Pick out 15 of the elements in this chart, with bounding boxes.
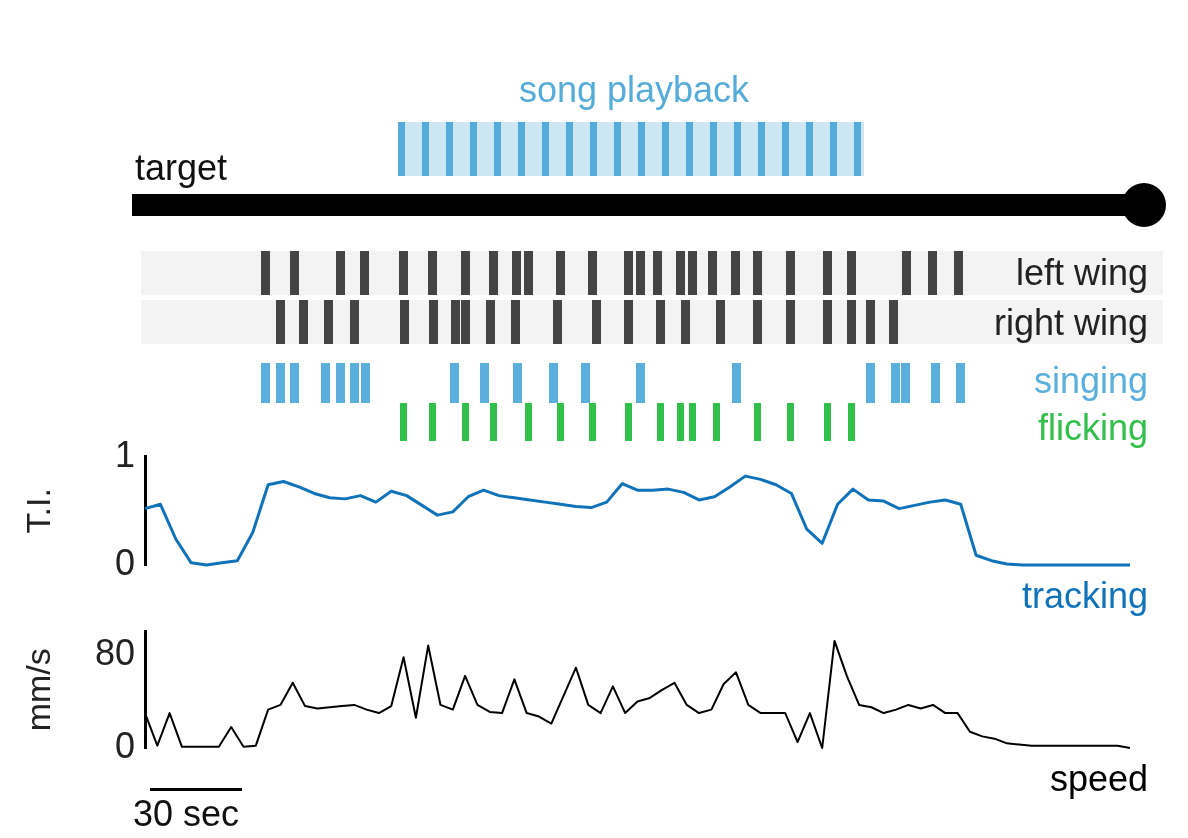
y-axis-title: mm/s (18, 648, 57, 732)
text: flicking (1037, 407, 1148, 448)
y-tick-label: 1 (114, 433, 135, 475)
text: target (135, 147, 228, 188)
y-axis-title: T.I. (18, 488, 57, 534)
y-tick-label: 80 (94, 631, 135, 673)
series-label: speed (1049, 757, 1148, 799)
text: song playback (518, 69, 750, 110)
text: left wing (1015, 252, 1148, 293)
y-tick-label: 0 (114, 724, 135, 766)
y-tick-label: 0 (114, 541, 135, 583)
text: 30 sec (133, 793, 240, 834)
text: right wing (993, 302, 1148, 343)
text: singing (1033, 360, 1148, 401)
series-label: tracking (1021, 574, 1148, 616)
